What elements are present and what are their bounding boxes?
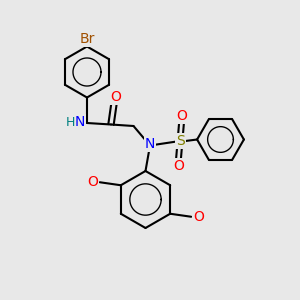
Text: O: O bbox=[173, 160, 184, 173]
Text: N: N bbox=[145, 137, 155, 151]
Text: S: S bbox=[176, 134, 185, 148]
Text: O: O bbox=[87, 175, 98, 189]
Text: O: O bbox=[110, 90, 121, 104]
Text: O: O bbox=[193, 210, 204, 224]
Text: N: N bbox=[74, 115, 85, 129]
Text: Br: Br bbox=[79, 32, 95, 46]
Text: H: H bbox=[66, 116, 75, 129]
Text: O: O bbox=[176, 109, 187, 122]
